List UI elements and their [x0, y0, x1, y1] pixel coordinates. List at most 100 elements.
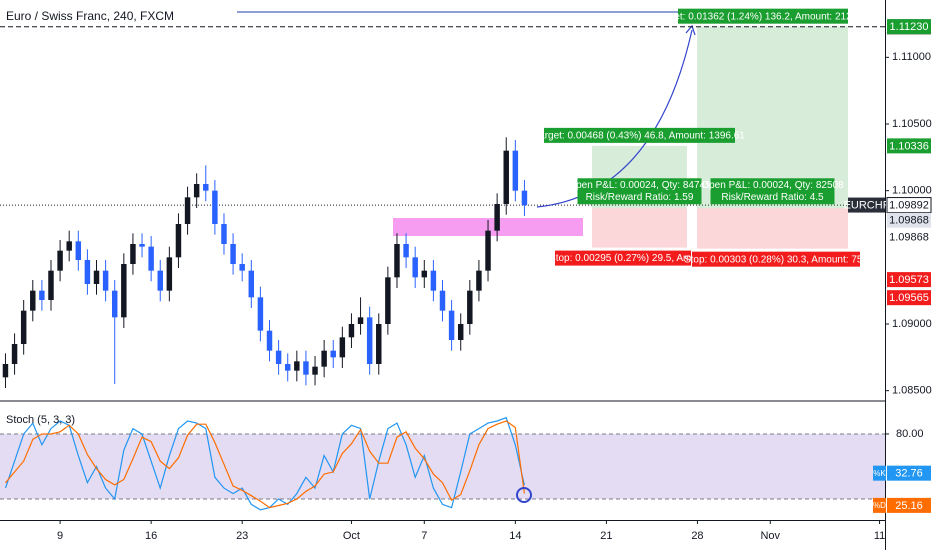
candle-body	[521, 190, 528, 206]
band-fill	[0, 433, 885, 499]
candle-body	[2, 364, 9, 378]
candle-body	[448, 310, 455, 340]
last-value-label: 25.16	[895, 500, 923, 512]
candle-body	[157, 270, 163, 291]
entry-price-label-bg	[887, 229, 931, 245]
candle-body	[166, 257, 173, 291]
y-tick-label: 1.08500	[892, 385, 932, 397]
legend-key-bg	[873, 497, 886, 513]
candle-body	[248, 270, 255, 298]
legend-key: %K	[873, 469, 886, 478]
candle-body	[130, 244, 136, 264]
candle-body	[321, 350, 327, 367]
candle-body	[20, 310, 27, 344]
candle-body	[84, 260, 91, 284]
stop-price-label: 1.09565	[889, 292, 929, 304]
last-price-label-bg	[886, 197, 932, 214]
candle-body	[212, 190, 218, 224]
projection-arrow	[536, 29, 693, 208]
candle-body	[275, 350, 282, 364]
y-tick-label: 1.10000	[892, 185, 932, 197]
candle-body	[376, 324, 382, 364]
candle-body	[485, 230, 491, 271]
chart-title: Euro / Swiss Franc, 240, FXCM	[6, 9, 174, 23]
target-price-label: 1.11230	[890, 21, 929, 33]
x-tick-label: 7	[421, 530, 427, 542]
last-value-label-bg	[887, 497, 931, 513]
stop-label: Stop: 0.00303 (0.28%) 30.3, Amount: 750	[684, 254, 868, 265]
candle-body	[111, 290, 118, 318]
candle-body	[439, 290, 446, 311]
y-tick-label: 1.11000	[892, 51, 931, 63]
symbol-label: EURCHF	[844, 199, 890, 211]
highlight-circle	[516, 487, 532, 503]
candle-body	[366, 317, 373, 364]
target-price-label: 1.10336	[889, 140, 929, 152]
entry-price-label: 1.09868	[889, 215, 929, 227]
target-zone	[697, 26, 848, 209]
rr-label: Risk/Reward Ratio: 4.5	[721, 192, 824, 203]
candle-body	[221, 224, 227, 244]
target-price-label-bg	[887, 19, 931, 35]
y-tick-label: 1.10500	[892, 118, 932, 130]
candle-body	[403, 244, 409, 258]
symbol-label-bg	[848, 197, 885, 213]
candle-body	[357, 317, 364, 324]
candle-body	[284, 364, 291, 371]
target-label: Target: 0.01362 (1.24%) 136.2, Amount: 2…	[655, 11, 872, 22]
last-value-label-bg	[887, 465, 931, 481]
y-tick-label: 80.00	[896, 428, 924, 440]
candle-body	[57, 250, 63, 271]
rr-label: Risk/Reward Ratio: 1.59	[586, 192, 694, 203]
legend-key: %D	[873, 501, 886, 510]
candle-body	[385, 277, 391, 324]
candle-body	[239, 264, 245, 271]
last-price-label: 1.09892	[889, 199, 929, 211]
candle-body	[30, 290, 36, 311]
candle-body	[266, 330, 273, 351]
candle-body	[121, 264, 127, 318]
x-tick-label: 28	[691, 530, 703, 542]
candle-body	[330, 350, 336, 358]
pnl-label: Open P&L: 0.00024, Qty: 84745	[568, 180, 711, 191]
candle-body	[339, 337, 346, 358]
x-tick-label: 21	[600, 530, 612, 542]
candle-body	[203, 184, 209, 191]
candle-body	[421, 270, 428, 278]
candle-body	[148, 246, 154, 271]
candle-body	[139, 244, 145, 247]
candle-body	[412, 257, 418, 278]
candle-body	[93, 270, 100, 284]
candle-body	[75, 241, 82, 260]
stop-label-bg	[555, 250, 691, 266]
candle-body	[39, 290, 45, 300]
candle-body	[66, 241, 72, 251]
candle-body	[294, 361, 300, 371]
candle-body	[193, 184, 200, 198]
stop-zone	[592, 208, 687, 248]
candle-body	[102, 270, 109, 291]
candle-body	[175, 224, 182, 258]
x-tick-label: 23	[236, 530, 248, 542]
legend-key-bg	[873, 465, 886, 481]
candle-body	[430, 270, 437, 291]
candle-body	[230, 244, 236, 264]
stoch-line	[5, 420, 525, 509]
target-price-label-bg	[887, 138, 931, 154]
candle-body	[303, 361, 309, 375]
stop-zone	[697, 208, 848, 249]
x-tick-label: 14	[509, 530, 521, 542]
candle-body	[348, 324, 355, 338]
candle-body	[494, 204, 500, 231]
stop-price-label-bg	[887, 290, 931, 306]
candle-body	[11, 344, 18, 364]
candle-body	[394, 244, 400, 278]
candle-body	[257, 297, 264, 331]
stop-label: Stop: 0.00295 (0.27%) 29.5, Amo	[549, 253, 697, 264]
candle-body	[512, 150, 519, 191]
entry-price-label-bg	[887, 212, 931, 228]
target-label-bg	[678, 8, 848, 24]
y-tick-label: 1.09000	[892, 318, 932, 330]
